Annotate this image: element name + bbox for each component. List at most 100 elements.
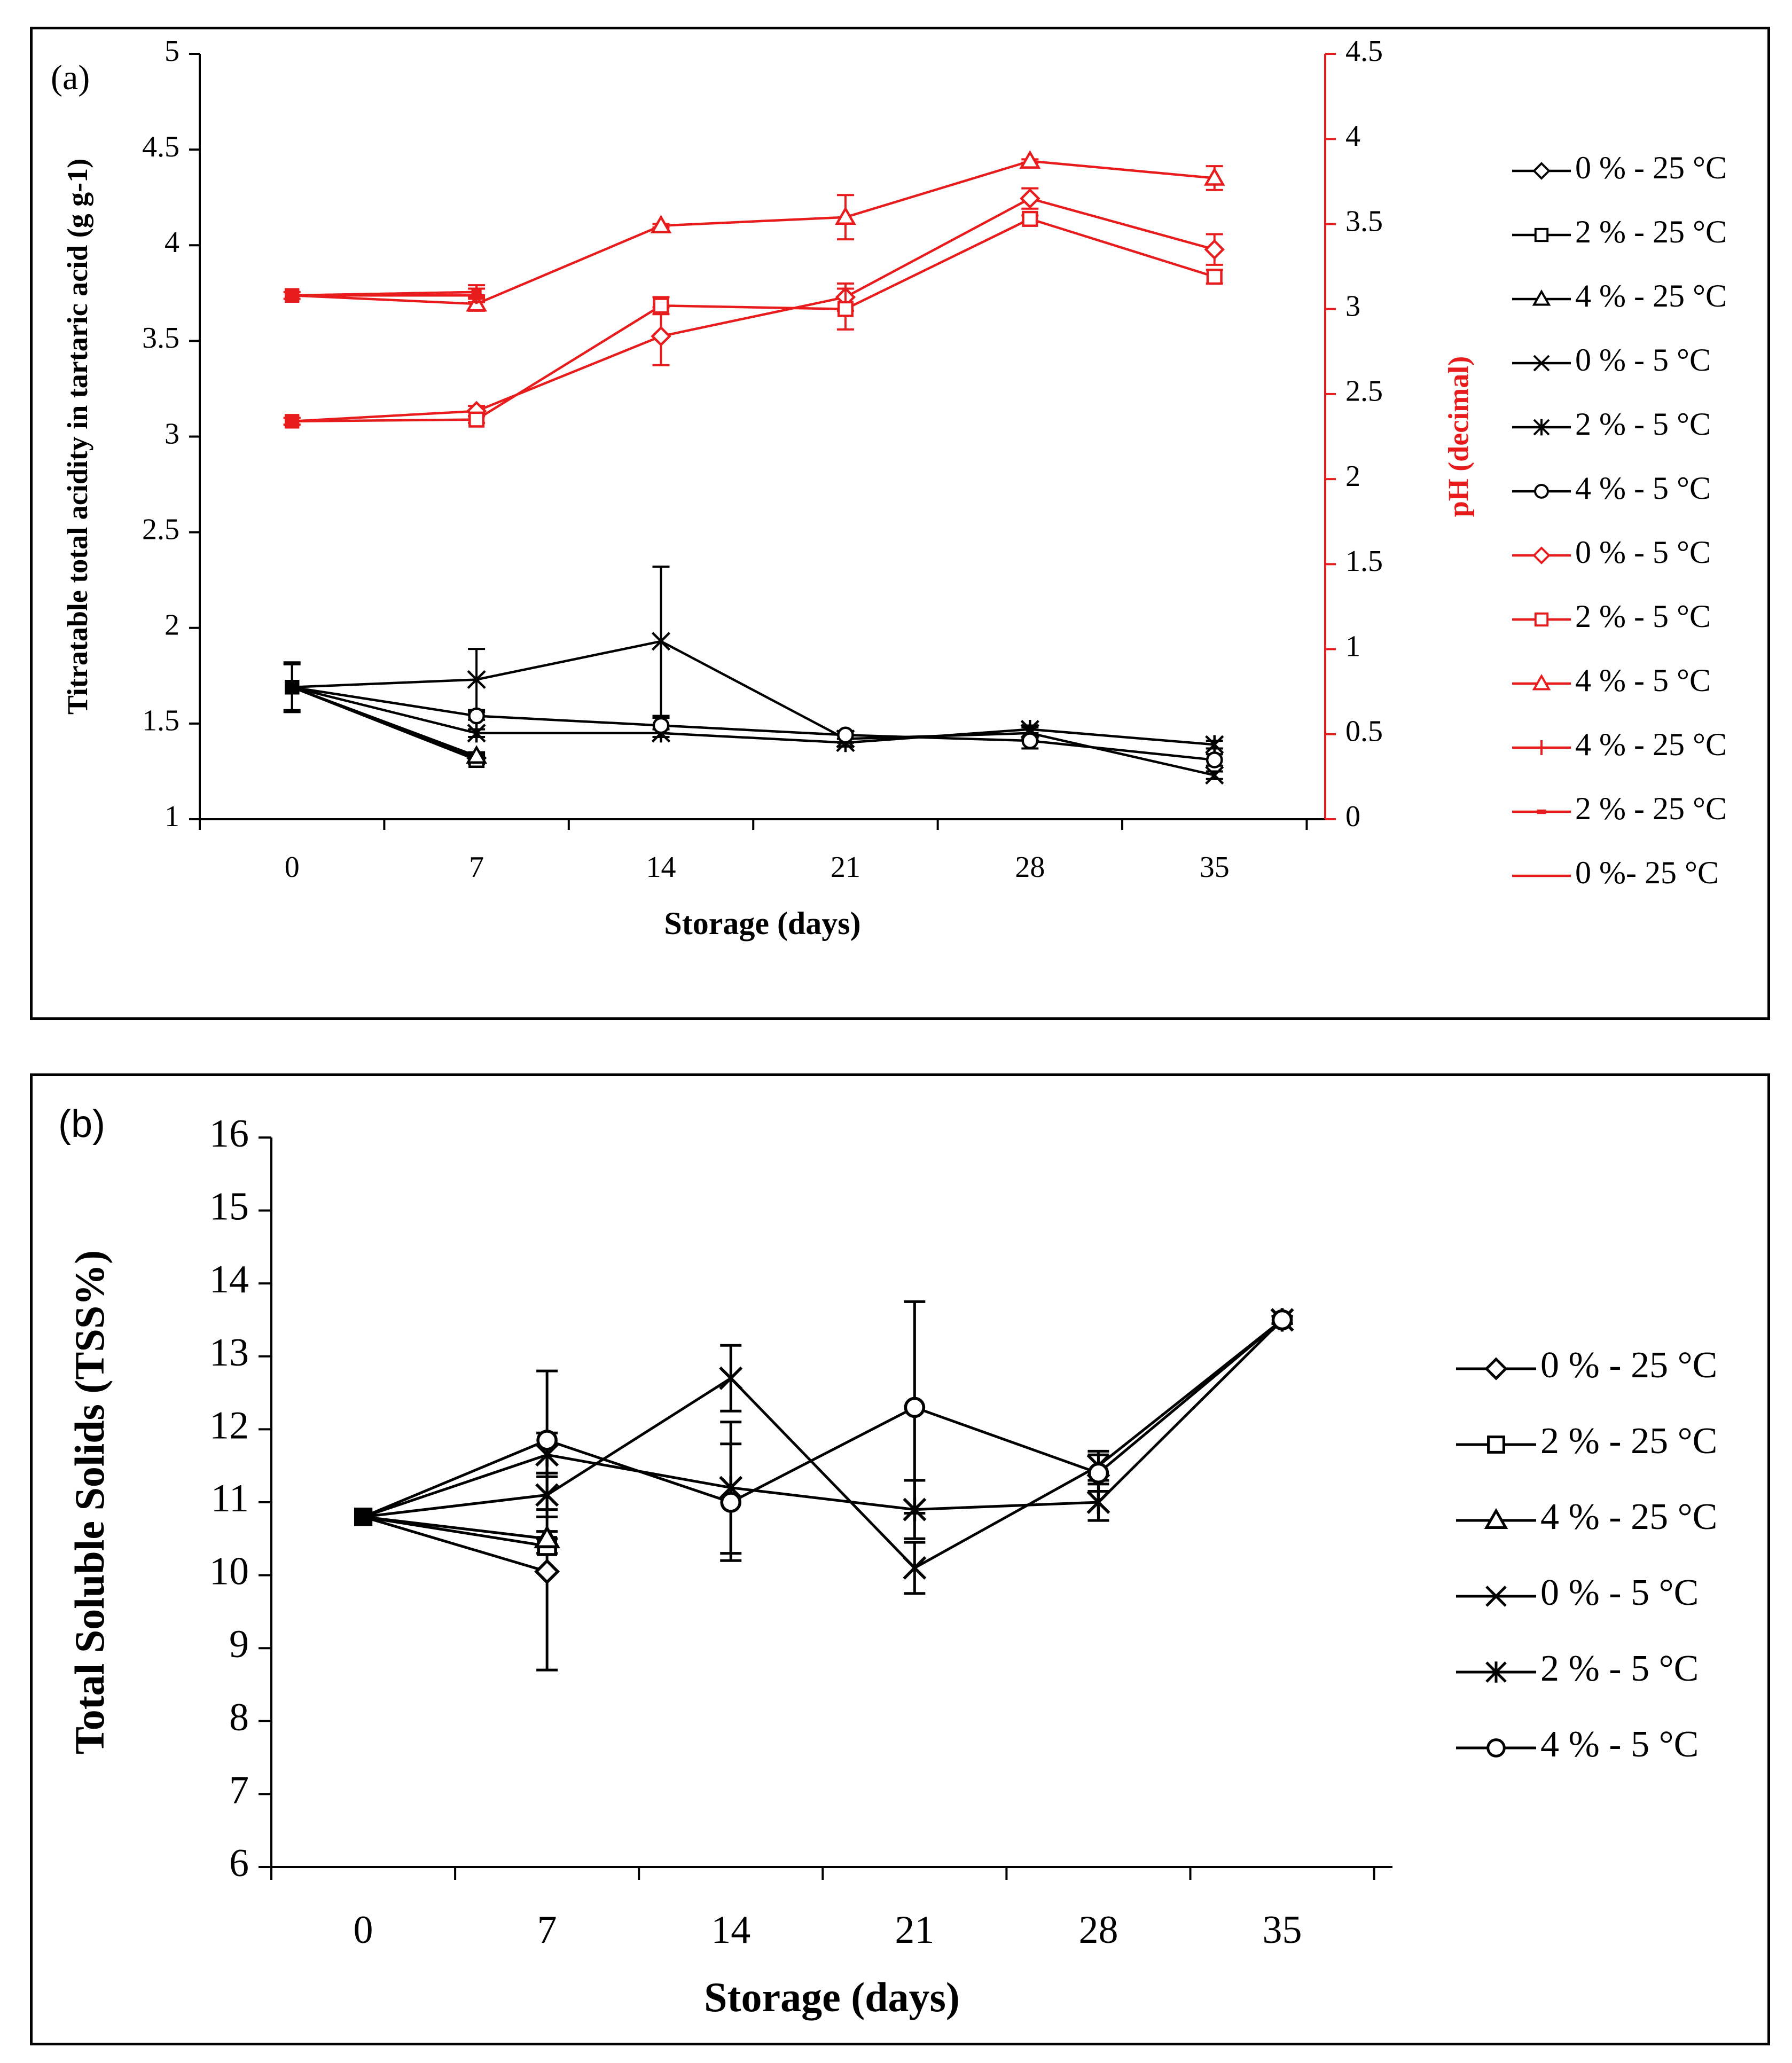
data-point-shape <box>1086 1491 1110 1514</box>
data-point <box>651 326 671 347</box>
data-point <box>1271 1309 1293 1331</box>
chart-b-svg: (b) 6 7 8 9 10 11 12 13 14 15 16 0 7 14 21 28 35 Storage (… <box>58 1103 1717 2020</box>
series-line <box>292 197 1215 423</box>
legend-marker-shape <box>1534 484 1549 499</box>
x-axis-label: Storage (days) <box>704 1974 960 2020</box>
data-point <box>837 301 854 317</box>
legend-marker-shape <box>1487 1436 1505 1454</box>
y-axis-label-right: pH (decimal) <box>1442 356 1474 517</box>
legend-label: 4 % - 25 °C <box>1540 1496 1717 1538</box>
data-point-shape <box>651 632 671 651</box>
legend-entry: 4 % - 5 °C <box>1456 1724 1699 1765</box>
data-point <box>1206 269 1223 285</box>
data-point <box>467 670 486 689</box>
legend-marker-shape <box>1532 162 1551 180</box>
data-point <box>468 707 485 725</box>
data-point <box>720 1492 742 1513</box>
y-tick-label-left: 13 <box>209 1331 249 1375</box>
y-tick-label-left: 1.5 <box>142 704 179 738</box>
legend-marker-shape <box>1485 1661 1507 1683</box>
legend-marker-shape <box>1484 1357 1508 1380</box>
legend-marker <box>1533 419 1550 436</box>
legend-entry: 0 % - 5 °C <box>1512 342 1711 378</box>
legend-marker-shape <box>1532 674 1551 691</box>
data-point-shape <box>1087 1462 1109 1484</box>
legend-label: 0 % - 25 °C <box>1575 150 1727 185</box>
series-line <box>363 1319 1284 1570</box>
panel-label: (a) <box>51 58 90 97</box>
y-tick-label-left: 3.5 <box>142 321 179 355</box>
legend-marker-shape <box>1485 1586 1507 1607</box>
data-point-shape <box>719 1366 743 1390</box>
legend-entry: 2 % - 5 °C <box>1512 599 1711 634</box>
data-point <box>1086 1491 1110 1514</box>
legend-entry: 4 % - 25 °C <box>1456 1496 1717 1538</box>
data-point <box>1022 210 1038 227</box>
legend-label: 4 % - 25 °C <box>1575 278 1727 313</box>
legend-entry: 2 % - 25 °C <box>1512 791 1727 826</box>
series-7 <box>283 210 1223 429</box>
data-point <box>1205 766 1224 785</box>
series-line <box>291 686 477 757</box>
chart-panel-b: (b) 6 7 8 9 10 11 12 13 14 15 16 0 7 14 21 28 35 Storage (… <box>30 1073 1770 2045</box>
data-point-shape <box>1205 735 1224 754</box>
data-point <box>354 1508 373 1526</box>
legend-marker <box>1485 1661 1507 1683</box>
y-tick-label-left: 2 <box>165 609 179 642</box>
x-tick-label: 14 <box>646 851 676 884</box>
data-point <box>835 206 856 225</box>
data-point-shape <box>1019 150 1041 169</box>
series-line <box>292 640 1215 776</box>
data-point <box>467 724 486 743</box>
data-point <box>1206 751 1223 768</box>
data-point <box>652 717 670 734</box>
legend-entry: 0 % - 5 °C <box>1456 1572 1699 1613</box>
legend-marker <box>1484 1508 1508 1529</box>
legend-marker <box>1533 355 1550 372</box>
y-tick-label-right: 3.5 <box>1345 205 1383 238</box>
legend-marker <box>1486 1738 1506 1758</box>
series-line <box>292 160 1215 305</box>
data-point <box>651 632 671 651</box>
legend-label: 0 % - 5 °C <box>1575 342 1711 378</box>
y-tick-label-right: 2.5 <box>1345 375 1383 408</box>
data-point <box>653 297 669 314</box>
y-tick-label-right: 1 <box>1345 630 1360 663</box>
data-point-shape <box>652 717 670 734</box>
x-tick-label: 35 <box>1200 851 1230 884</box>
data-point-shape <box>534 1558 560 1584</box>
legend-marker <box>1534 612 1549 627</box>
y-axis-label-left: Titratable total acidity in tartaric aci… <box>61 159 93 715</box>
series-line <box>363 1319 1284 1518</box>
legend-label: 2 % - 25 °C <box>1540 1421 1717 1462</box>
data-point <box>285 680 300 695</box>
y-tick-label-left: 7 <box>229 1768 249 1812</box>
legend-entry: 2 % - 5 °C <box>1512 406 1711 442</box>
x-tick-label: 7 <box>537 1908 557 1952</box>
data-point-shape <box>468 411 485 428</box>
legend-marker-shape <box>1534 740 1549 755</box>
data-point-shape <box>1021 732 1039 749</box>
x-tick-label: 0 <box>354 1908 373 1952</box>
data-point-shape <box>837 301 854 317</box>
legend-marker-shape <box>1533 355 1550 372</box>
y-tick-label-left: 6 <box>229 1841 249 1885</box>
y-tick-label-left: 3 <box>165 417 179 450</box>
legend-label: 0 % - 5 °C <box>1575 535 1711 570</box>
data-point <box>1205 735 1224 754</box>
data-point-shape <box>468 707 485 725</box>
data-point-shape <box>837 726 854 744</box>
legend-entry: 4 % - 5 °C <box>1512 663 1711 698</box>
data-point-shape <box>1271 1309 1293 1331</box>
y-tick-label-right: 0.5 <box>1345 715 1383 748</box>
y-tick-label-left: 4 <box>165 226 179 259</box>
legend-label: 2 % - 25 °C <box>1575 214 1727 249</box>
legend-marker <box>1532 674 1551 691</box>
legend-marker-shape <box>1533 419 1550 436</box>
series-11 <box>285 288 477 303</box>
series-line <box>292 217 1215 423</box>
data-point <box>471 289 482 295</box>
y-tick-label-left: 11 <box>211 1477 249 1520</box>
data-point <box>1087 1462 1109 1484</box>
